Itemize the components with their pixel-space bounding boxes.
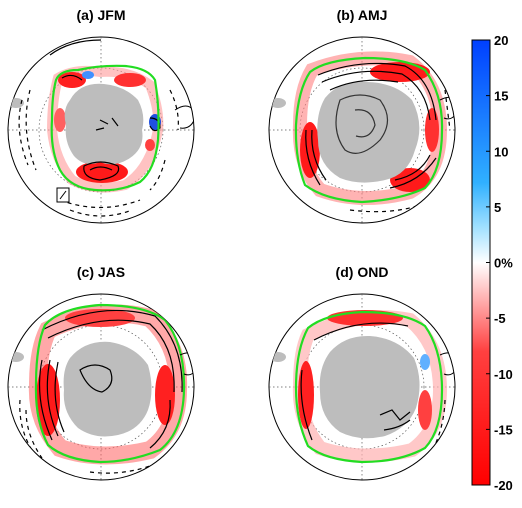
map-panel-d (268, 293, 456, 481)
ice-edge-c (34, 303, 186, 464)
antarctica-land-b (317, 81, 420, 183)
ice-edge-b (294, 56, 444, 204)
colorbar-tick-label: 15 (494, 89, 508, 104)
coast-contour-d (439, 352, 455, 376)
colorbar-tick-label: -10 (494, 367, 513, 382)
map-panel-b (268, 36, 456, 224)
colorbar: 20 15 10 5 0% -5 -10 -15 -20 (471, 33, 513, 493)
ice-edge-d (294, 310, 444, 464)
colorbar-tick-label: -15 (494, 422, 513, 437)
coast-contour-b (439, 96, 455, 120)
antarctica-land-c (63, 341, 152, 437)
map-panel-a (7, 36, 195, 224)
ice-edge-a (50, 64, 160, 192)
panel-title-b: (b) AMJ (337, 7, 388, 23)
panel-title-c: (c) JAS (77, 264, 125, 280)
wind-vectors-b (349, 89, 451, 213)
contour-lines-b (305, 62, 437, 189)
panel-title-d: (d) OND (336, 264, 389, 280)
contour-lines-c (38, 309, 183, 449)
colorbar-tick-label: 10 (494, 144, 508, 159)
landmass-b (270, 98, 286, 108)
colorbar-tick-label: 0% (494, 256, 513, 271)
wind-vectors-a (18, 89, 179, 217)
antarctica-land-a (64, 83, 144, 165)
coast-contour-a (174, 105, 194, 129)
anomaly-shading-d (292, 310, 448, 463)
colorbar-tick-label: -5 (494, 311, 506, 326)
map-panel-c (7, 293, 195, 481)
contour-lines-a (49, 39, 161, 181)
colorbar-tick-label: 5 (494, 200, 501, 215)
colorbar-ticks: 20 15 10 5 0% -5 -10 -15 -20 (486, 33, 513, 493)
contour-lines-d (300, 322, 411, 441)
landmass-c (8, 352, 24, 362)
colorbar-tick-label: -20 (494, 478, 513, 493)
antarctica-land-d (319, 335, 420, 439)
panel-title-a: (a) JFM (77, 7, 126, 23)
colorbar-tick-label: 20 (494, 33, 508, 48)
